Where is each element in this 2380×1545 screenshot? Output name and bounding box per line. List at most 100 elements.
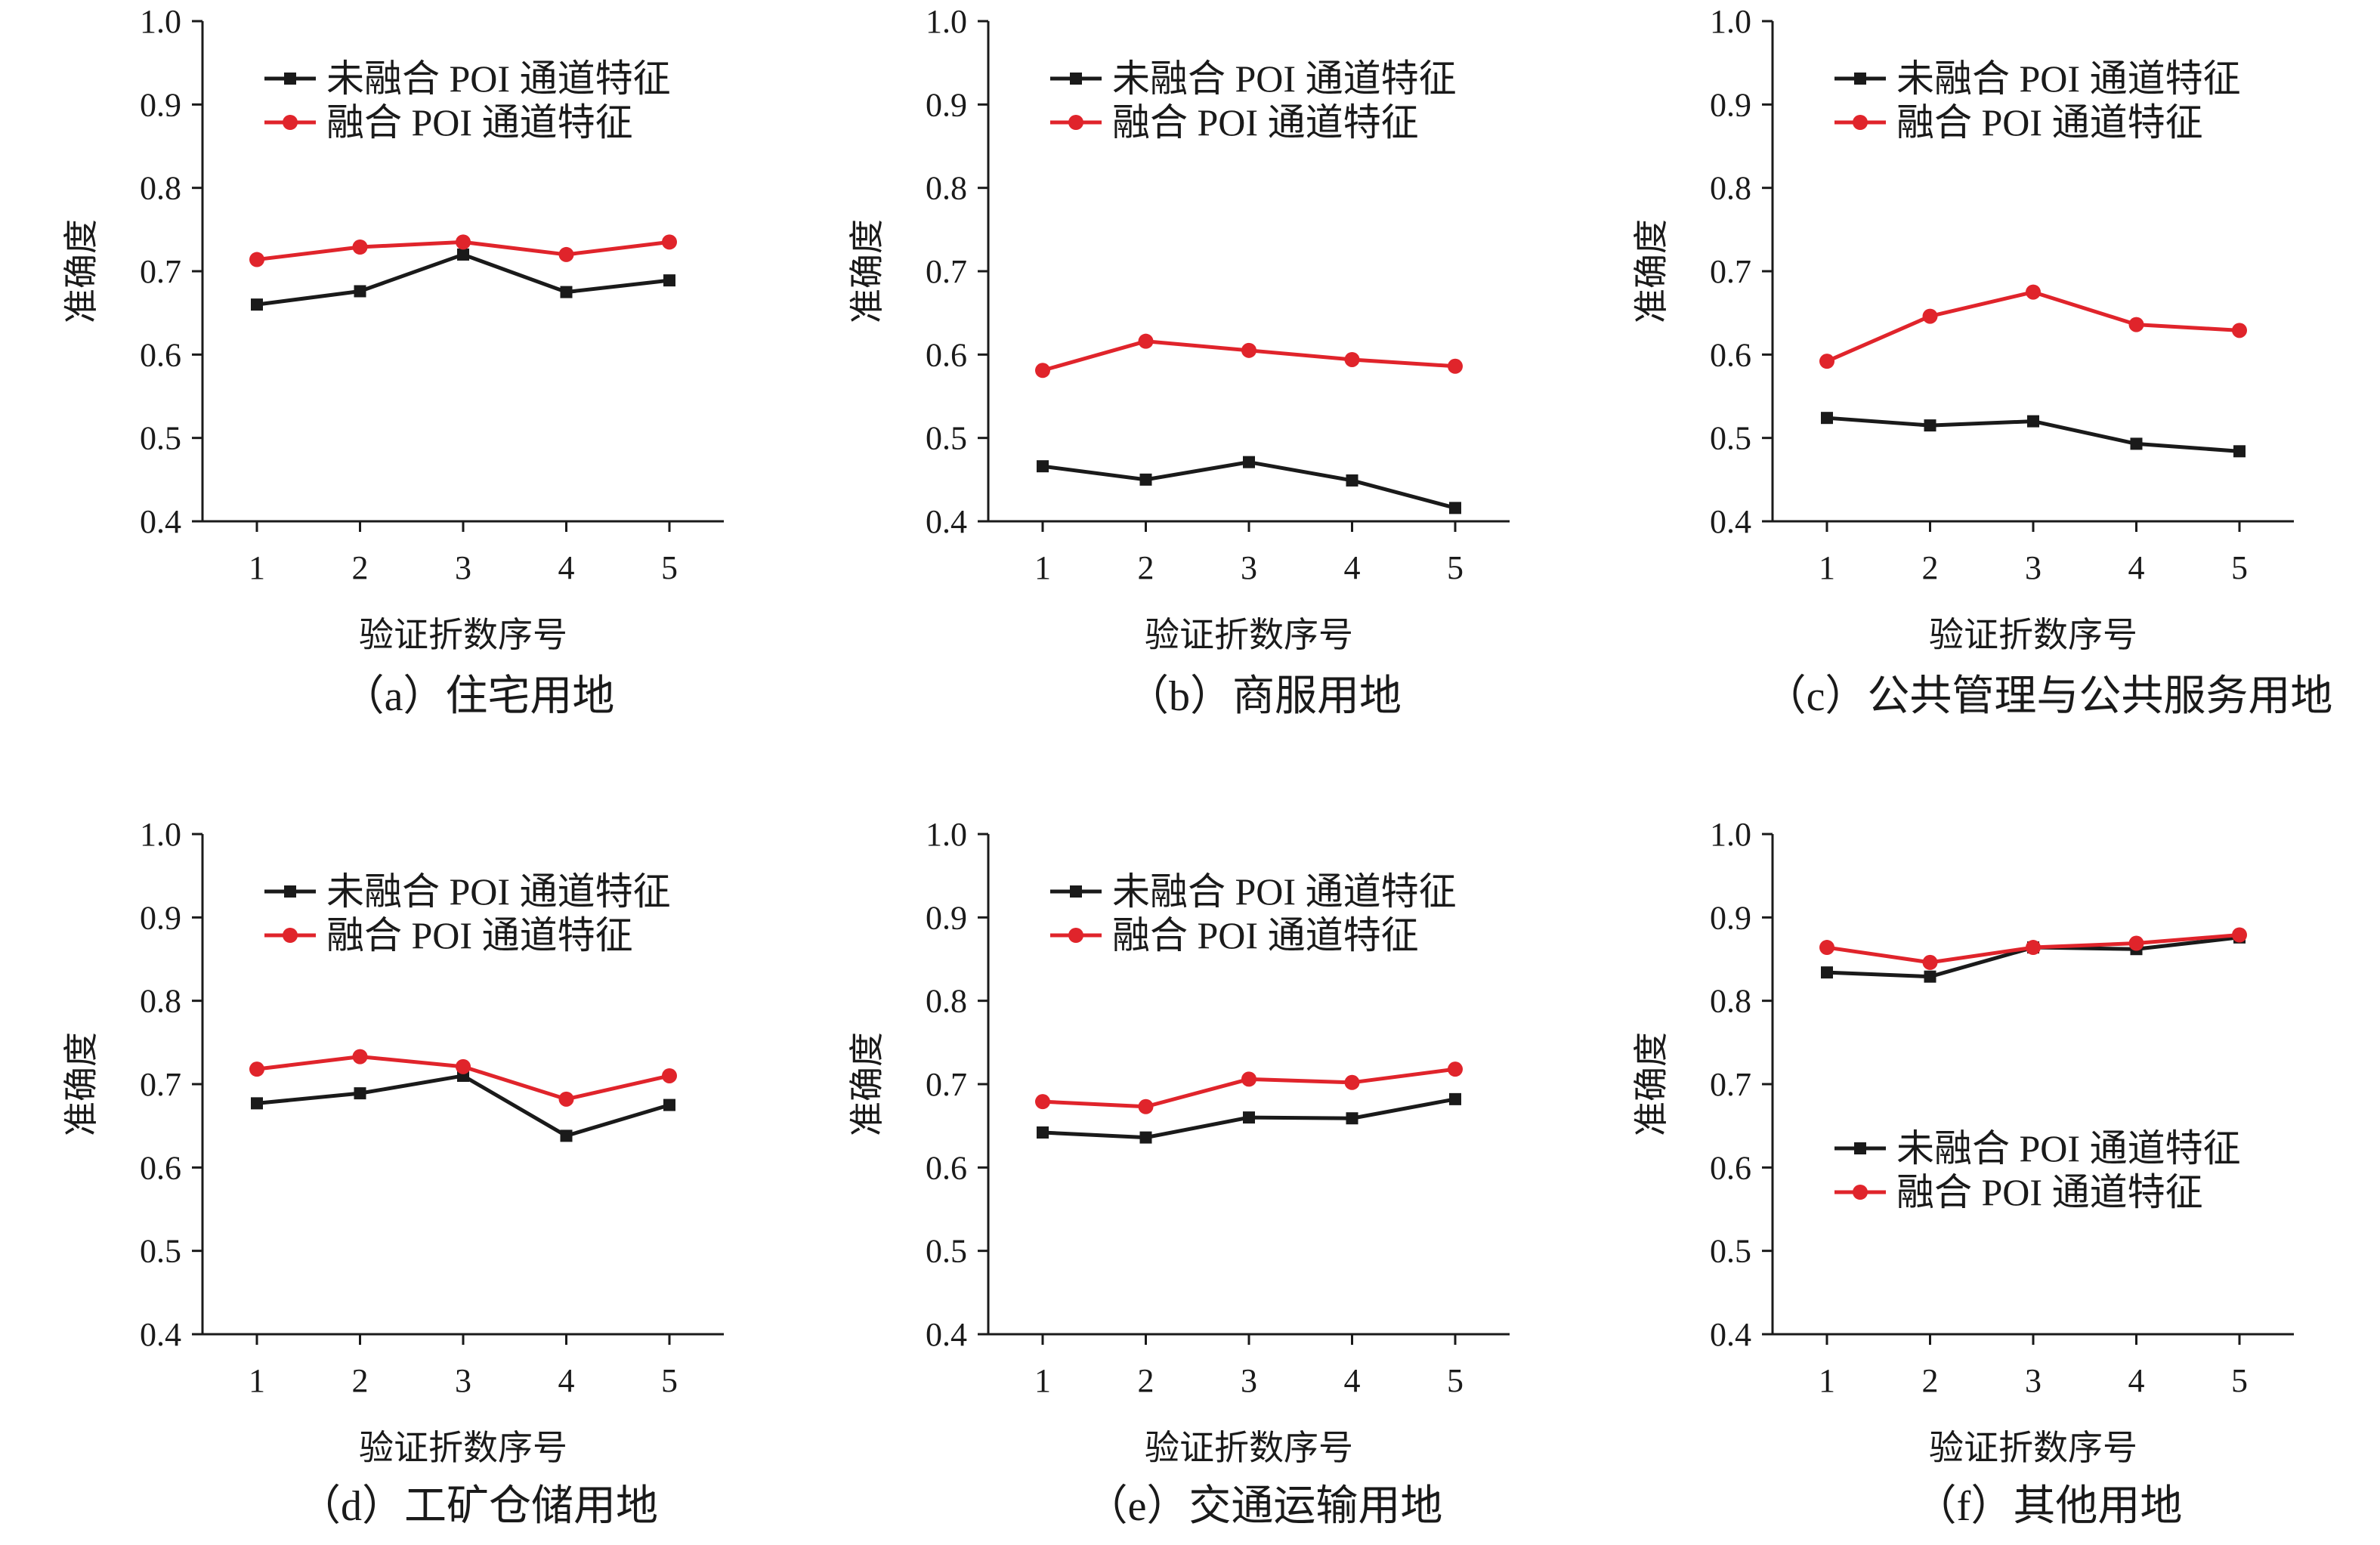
y-tick-label: 0.4 [140, 503, 181, 540]
x-tick-label: 3 [2025, 1362, 2042, 1399]
y-tick-label: 0.7 [140, 253, 181, 290]
series-line-0 [1042, 460, 1456, 510]
x-tick-label: 5 [1447, 549, 1464, 586]
data-point [1821, 966, 1833, 979]
y-tick-label: 1.0 [1710, 3, 1751, 40]
legend-marker [1070, 73, 1082, 85]
y-tick-label: 0.7 [926, 1066, 967, 1103]
legend-marker [284, 885, 296, 898]
y-tick-label: 1.0 [926, 816, 967, 853]
y-tick-label: 0.4 [926, 1316, 967, 1353]
data-point [251, 1097, 263, 1110]
x-tick-label: 3 [1241, 549, 1257, 586]
x-tick-label: 4 [1344, 549, 1361, 586]
x-tick-label: 3 [2025, 549, 2042, 586]
panel-caption: （a）住宅用地 [342, 673, 615, 720]
data-point [1035, 1094, 1050, 1110]
legend-label: 融合 POI 通道特征 [1112, 101, 1419, 144]
y-axis-title: 准确度 [848, 1032, 886, 1136]
data-point [1139, 1131, 1152, 1144]
x-tick-label: 5 [1447, 1362, 1464, 1399]
y-tick-label: 0.7 [926, 253, 967, 290]
data-point [560, 286, 573, 298]
x-tick-label: 5 [2231, 549, 2248, 586]
data-point [1344, 1074, 1360, 1090]
data-point [1035, 363, 1050, 379]
x-axis-title: 验证折数序号 [1145, 616, 1353, 654]
chart-panel-e: 0.4 0.5 0.6 0.7 0.8 0.9 1.0 1 2 3 4 5 验证折数序号 准确度 （e）交通… [848, 816, 1510, 1530]
y-tick-label: 0.8 [1710, 983, 1751, 1020]
data-point [457, 248, 469, 261]
legend-marker [283, 928, 298, 943]
data-point [560, 1129, 573, 1142]
data-point [1819, 354, 1834, 369]
series-line-0 [256, 1074, 670, 1138]
legend-marker [1853, 1185, 1868, 1200]
legend-marker [1068, 115, 1083, 130]
data-point [1241, 1071, 1256, 1087]
legend-label: 未融合 POI 通道特征 [1896, 1127, 2241, 1170]
x-tick-label: 5 [661, 549, 678, 586]
data-point [1922, 954, 1938, 970]
y-tick-label: 0.5 [1710, 420, 1751, 457]
y-tick-label: 0.8 [1710, 170, 1751, 207]
data-point [1449, 1092, 1461, 1105]
x-tick-label: 4 [1344, 1362, 1361, 1399]
legend-label: 未融合 POI 通道特征 [326, 870, 671, 913]
legend-marker [284, 73, 296, 85]
legend-label: 融合 POI 通道特征 [326, 101, 633, 144]
y-tick-label: 0.5 [140, 1233, 181, 1270]
data-point [354, 285, 366, 298]
series-line-0 [256, 252, 670, 307]
legend-label: 未融合 POI 通道特征 [326, 57, 671, 100]
panel-caption: （c）公共管理与公共服务用地 [1764, 673, 2333, 720]
data-point [1448, 358, 1463, 374]
y-axis-title: 准确度 [1632, 219, 1671, 323]
y-tick-label: 0.5 [140, 420, 181, 457]
data-point [558, 1091, 574, 1107]
y-axis-title: 准确度 [848, 219, 886, 323]
y-axis-title: 准确度 [1632, 1032, 1671, 1136]
y-tick-label: 0.4 [140, 1316, 181, 1353]
y-tick-label: 0.9 [1710, 86, 1751, 123]
y-tick-label: 0.6 [926, 1149, 967, 1186]
x-tick-label: 1 [1819, 1362, 1835, 1399]
data-point [251, 298, 263, 311]
x-tick-label: 2 [1138, 549, 1154, 586]
data-point [662, 234, 677, 250]
data-point [1241, 342, 1256, 358]
legend-marker [283, 115, 298, 130]
x-tick-label: 4 [2128, 549, 2145, 586]
x-tick-label: 5 [661, 1362, 678, 1399]
y-tick-label: 1.0 [1710, 816, 1751, 853]
data-point [456, 1058, 471, 1074]
y-tick-label: 0.9 [926, 899, 967, 936]
data-point [1449, 502, 1461, 514]
y-tick-label: 0.9 [140, 86, 181, 123]
data-point [2128, 935, 2144, 951]
y-tick-label: 0.4 [1710, 503, 1751, 540]
y-tick-label: 0.6 [1710, 1149, 1751, 1186]
data-point [456, 234, 471, 250]
x-tick-label: 4 [558, 549, 575, 586]
chart-panel-a: 0.4 0.5 0.6 0.7 0.8 0.9 1.0 1 2 3 4 5 验证折数序号 准确度 （a）住宅… [62, 3, 724, 720]
x-tick-label: 4 [2128, 1362, 2145, 1399]
x-axis-title: 验证折数序号 [1929, 616, 2137, 654]
data-point [2232, 323, 2247, 338]
data-point [1924, 970, 1936, 983]
legend-marker [1068, 928, 1083, 943]
data-point [352, 239, 368, 255]
data-point [558, 246, 574, 262]
legend-label: 融合 POI 通道特征 [1896, 101, 2203, 144]
legend-label: 融合 POI 通道特征 [1896, 1171, 2203, 1213]
legend-marker [1854, 73, 1866, 85]
y-tick-label: 0.6 [926, 336, 967, 373]
legend-label: 未融合 POI 通道特征 [1112, 870, 1457, 913]
y-tick-label: 0.7 [1710, 253, 1751, 290]
data-point [2232, 927, 2247, 943]
data-point [663, 1098, 675, 1111]
y-tick-label: 0.6 [140, 1149, 181, 1186]
x-tick-label: 1 [1034, 549, 1051, 586]
x-tick-label: 1 [1034, 1362, 1051, 1399]
